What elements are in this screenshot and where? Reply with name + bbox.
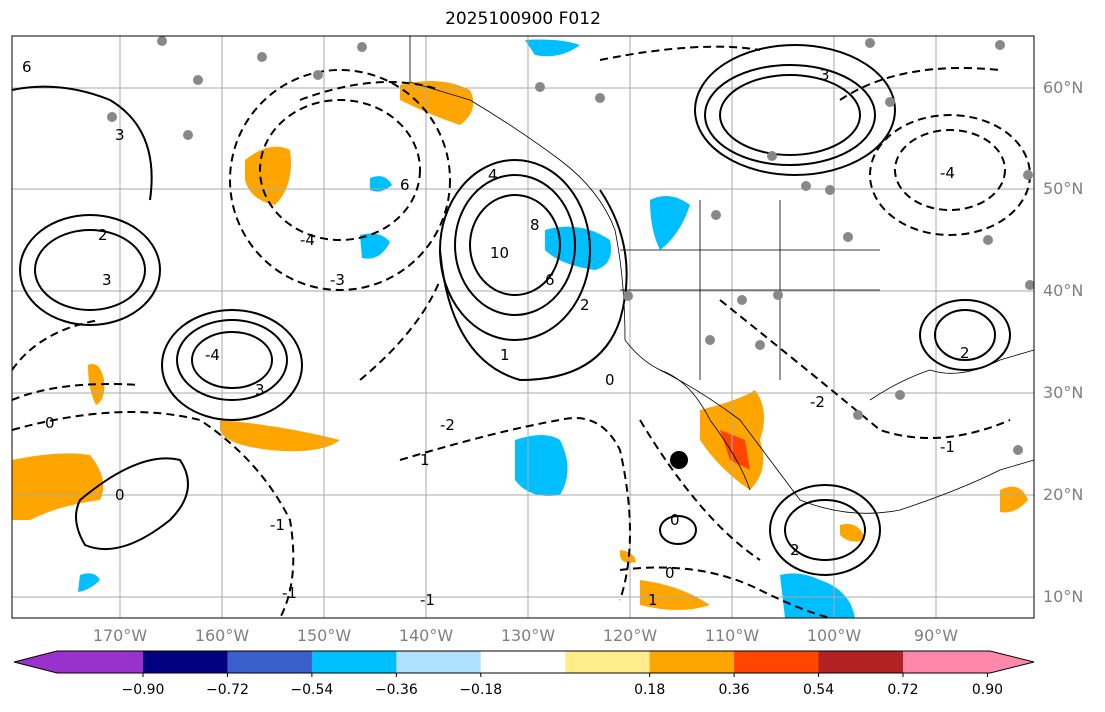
colorbar-segment <box>480 651 566 673</box>
colorbar-extension-high <box>903 651 1034 673</box>
svg-text:2: 2 <box>960 344 970 362</box>
colorbar-tick-label: 0.36 <box>718 682 750 698</box>
svg-text:-3: -3 <box>330 271 345 289</box>
storm-center-marker <box>670 451 688 469</box>
colorbar-segment <box>565 651 651 673</box>
svg-text:1: 1 <box>648 591 658 609</box>
lat-label: 40°N <box>1043 281 1084 300</box>
colorbar-segment <box>227 651 313 673</box>
lon-label: 140°W <box>398 626 454 645</box>
lon-label: 160°W <box>194 626 250 645</box>
svg-text:-2: -2 <box>440 416 455 434</box>
lon-label: 100°W <box>806 626 862 645</box>
colorbar <box>13 650 1035 677</box>
svg-text:6: 6 <box>400 176 410 194</box>
colorbar-tick-label: −0.54 <box>290 682 334 698</box>
svg-text:3: 3 <box>255 381 265 399</box>
colorbar-tick-label: 0.90 <box>971 682 1004 698</box>
svg-text:8: 8 <box>530 216 540 234</box>
colorbar-tick-label: 0.54 <box>802 682 835 698</box>
svg-text:-1: -1 <box>282 584 297 602</box>
station-dots <box>107 36 1034 455</box>
lon-label: 120°W <box>602 626 658 645</box>
svg-text:3: 3 <box>102 271 112 289</box>
svg-text:3: 3 <box>115 126 125 144</box>
colorbar-tick-label: −0.90 <box>121 682 165 698</box>
grid-lines <box>12 36 1034 618</box>
colorbar-tick-label: −0.72 <box>205 682 249 698</box>
colorbar-segment <box>649 651 735 673</box>
colorbar-segment <box>818 651 904 673</box>
svg-text:-1: -1 <box>940 438 955 456</box>
svg-text:6: 6 <box>545 271 555 289</box>
lon-label: 110°W <box>704 626 760 645</box>
map-frame <box>11 35 1035 619</box>
colorbar-tick-label: 0.72 <box>887 682 919 698</box>
colorbar-outline <box>13 650 1035 674</box>
svg-text:3: 3 <box>820 66 830 84</box>
svg-text:-4: -4 <box>300 231 315 249</box>
lat-label: 30°N <box>1043 383 1084 402</box>
svg-text:1: 1 <box>500 346 510 364</box>
colorbar-tick-label: −0.18 <box>459 682 503 698</box>
svg-text:4: 4 <box>488 166 498 184</box>
svg-text:0: 0 <box>605 371 615 389</box>
svg-text:-1: -1 <box>420 591 435 609</box>
colorbar-tick-label: −0.36 <box>374 682 418 698</box>
svg-text:0: 0 <box>45 414 55 432</box>
svg-text:10: 10 <box>490 244 509 262</box>
lon-label: 90°W <box>913 626 959 645</box>
lon-label: 170°W <box>92 626 148 645</box>
map-title: 2025100900 F012 <box>445 9 601 29</box>
svg-text:2: 2 <box>790 541 800 559</box>
svg-text:0: 0 <box>670 511 680 529</box>
svg-text:-2: -2 <box>810 393 825 411</box>
lat-label: 50°N <box>1043 179 1084 198</box>
svg-text:2: 2 <box>580 296 590 314</box>
lat-label: 10°N <box>1043 587 1084 606</box>
colorbar-segment <box>734 651 820 673</box>
lon-label: 130°W <box>500 626 556 645</box>
contours-solid <box>12 44 1011 576</box>
svg-text:-4: -4 <box>940 164 955 182</box>
contours-dashed <box>12 45 1031 618</box>
colorbar-segment <box>143 651 228 673</box>
svg-text:1: 1 <box>420 451 430 469</box>
colorbar-extension-low <box>14 651 143 673</box>
svg-text:6: 6 <box>22 58 32 76</box>
svg-text:0: 0 <box>665 564 675 582</box>
colorbar-segment <box>396 651 482 673</box>
colorbar-tick-label: 0.18 <box>634 682 666 698</box>
svg-text:-1: -1 <box>270 516 285 534</box>
coastlines <box>409 36 1034 514</box>
lat-label: 60°N <box>1043 78 1084 97</box>
lat-label: 20°N <box>1043 485 1084 504</box>
svg-text:2: 2 <box>98 226 108 244</box>
svg-text:0: 0 <box>115 486 125 504</box>
lon-label: 150°W <box>296 626 352 645</box>
contour-labels: 6 3 3 6 2 3 10 8 6 4 2 1 0 -3 -4 -4 3 0 … <box>22 58 970 609</box>
colorbar-segment <box>311 651 397 673</box>
svg-text:-4: -4 <box>205 346 220 364</box>
